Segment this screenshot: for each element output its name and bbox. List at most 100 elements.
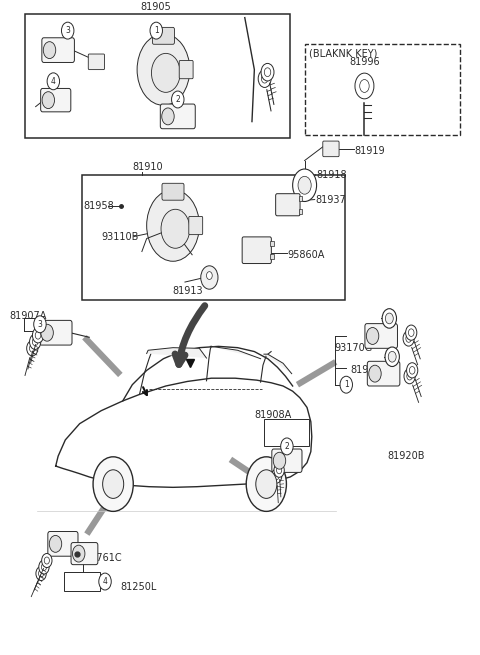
Circle shape <box>385 347 399 367</box>
Text: 81937: 81937 <box>316 195 347 204</box>
Circle shape <box>201 266 218 290</box>
Text: 81928: 81928 <box>350 365 381 375</box>
Circle shape <box>38 570 44 577</box>
Circle shape <box>293 169 317 202</box>
Text: 81958: 81958 <box>83 201 114 211</box>
Text: (BLAKNK KEY): (BLAKNK KEY) <box>310 48 378 58</box>
Bar <box>264 419 310 447</box>
Circle shape <box>261 64 274 81</box>
Text: 81250L: 81250L <box>120 582 157 592</box>
FancyBboxPatch shape <box>88 54 105 69</box>
FancyBboxPatch shape <box>160 104 195 129</box>
Circle shape <box>49 535 62 552</box>
Circle shape <box>30 334 41 349</box>
Circle shape <box>41 324 53 341</box>
FancyBboxPatch shape <box>48 531 78 556</box>
Text: 81910: 81910 <box>132 162 163 172</box>
Bar <box>270 254 274 259</box>
Bar <box>299 209 302 214</box>
Circle shape <box>407 373 412 380</box>
Bar <box>24 14 290 138</box>
Circle shape <box>276 467 282 474</box>
Circle shape <box>355 73 374 99</box>
Circle shape <box>382 309 396 328</box>
Circle shape <box>388 351 396 362</box>
Text: 81918: 81918 <box>317 170 347 180</box>
Bar <box>299 196 302 201</box>
Circle shape <box>35 331 41 339</box>
Text: 81908A: 81908A <box>254 410 292 421</box>
Text: 3: 3 <box>65 26 70 35</box>
Circle shape <box>271 469 282 483</box>
FancyBboxPatch shape <box>367 362 400 386</box>
Circle shape <box>340 376 352 393</box>
Text: 93170G: 93170G <box>335 343 373 352</box>
Circle shape <box>403 331 414 346</box>
Circle shape <box>274 473 279 479</box>
Circle shape <box>29 345 35 352</box>
Text: 81913: 81913 <box>172 286 203 296</box>
Circle shape <box>407 363 418 378</box>
FancyBboxPatch shape <box>272 449 302 472</box>
Circle shape <box>274 463 284 477</box>
FancyBboxPatch shape <box>39 320 72 345</box>
Polygon shape <box>264 354 292 373</box>
Circle shape <box>385 313 393 324</box>
Circle shape <box>43 42 56 58</box>
Circle shape <box>42 553 52 567</box>
Circle shape <box>61 22 74 39</box>
FancyBboxPatch shape <box>162 183 184 200</box>
Circle shape <box>93 457 133 512</box>
FancyBboxPatch shape <box>323 141 339 157</box>
FancyBboxPatch shape <box>42 38 74 62</box>
FancyBboxPatch shape <box>189 216 203 234</box>
FancyBboxPatch shape <box>242 237 271 263</box>
Circle shape <box>34 316 46 333</box>
FancyBboxPatch shape <box>153 28 174 45</box>
Circle shape <box>369 365 381 382</box>
Text: 93110B: 93110B <box>101 232 139 242</box>
Text: 3: 3 <box>37 320 42 329</box>
Circle shape <box>137 34 190 105</box>
Bar <box>305 44 460 134</box>
Circle shape <box>72 545 85 562</box>
Text: 81907A: 81907A <box>9 312 47 322</box>
Circle shape <box>103 470 124 498</box>
Circle shape <box>33 328 44 343</box>
FancyBboxPatch shape <box>179 60 193 79</box>
Circle shape <box>298 176 311 194</box>
Bar <box>270 241 274 246</box>
Circle shape <box>147 190 199 261</box>
Polygon shape <box>147 348 206 358</box>
Circle shape <box>32 338 38 346</box>
Text: 1: 1 <box>344 380 348 389</box>
Circle shape <box>262 74 268 83</box>
Text: 81920B: 81920B <box>387 451 425 461</box>
Polygon shape <box>210 346 261 359</box>
Text: 81919: 81919 <box>355 146 385 156</box>
Circle shape <box>36 567 46 580</box>
FancyBboxPatch shape <box>71 542 98 565</box>
Bar <box>82 175 345 300</box>
Bar <box>64 572 100 591</box>
Circle shape <box>258 70 271 88</box>
Text: 2: 2 <box>285 442 289 451</box>
Circle shape <box>42 92 55 109</box>
Circle shape <box>161 210 190 248</box>
Circle shape <box>150 22 162 39</box>
Circle shape <box>39 560 49 574</box>
Circle shape <box>406 325 417 340</box>
Circle shape <box>27 341 38 356</box>
FancyBboxPatch shape <box>365 324 397 348</box>
Circle shape <box>409 367 415 374</box>
Text: 95860A: 95860A <box>288 250 325 260</box>
Circle shape <box>246 457 287 512</box>
Circle shape <box>366 328 379 345</box>
Text: 81905: 81905 <box>141 3 172 12</box>
Circle shape <box>152 53 180 92</box>
Text: 1: 1 <box>154 26 158 35</box>
Circle shape <box>264 68 271 77</box>
Text: 95761C: 95761C <box>84 553 122 563</box>
Circle shape <box>171 91 184 108</box>
Circle shape <box>44 557 49 564</box>
